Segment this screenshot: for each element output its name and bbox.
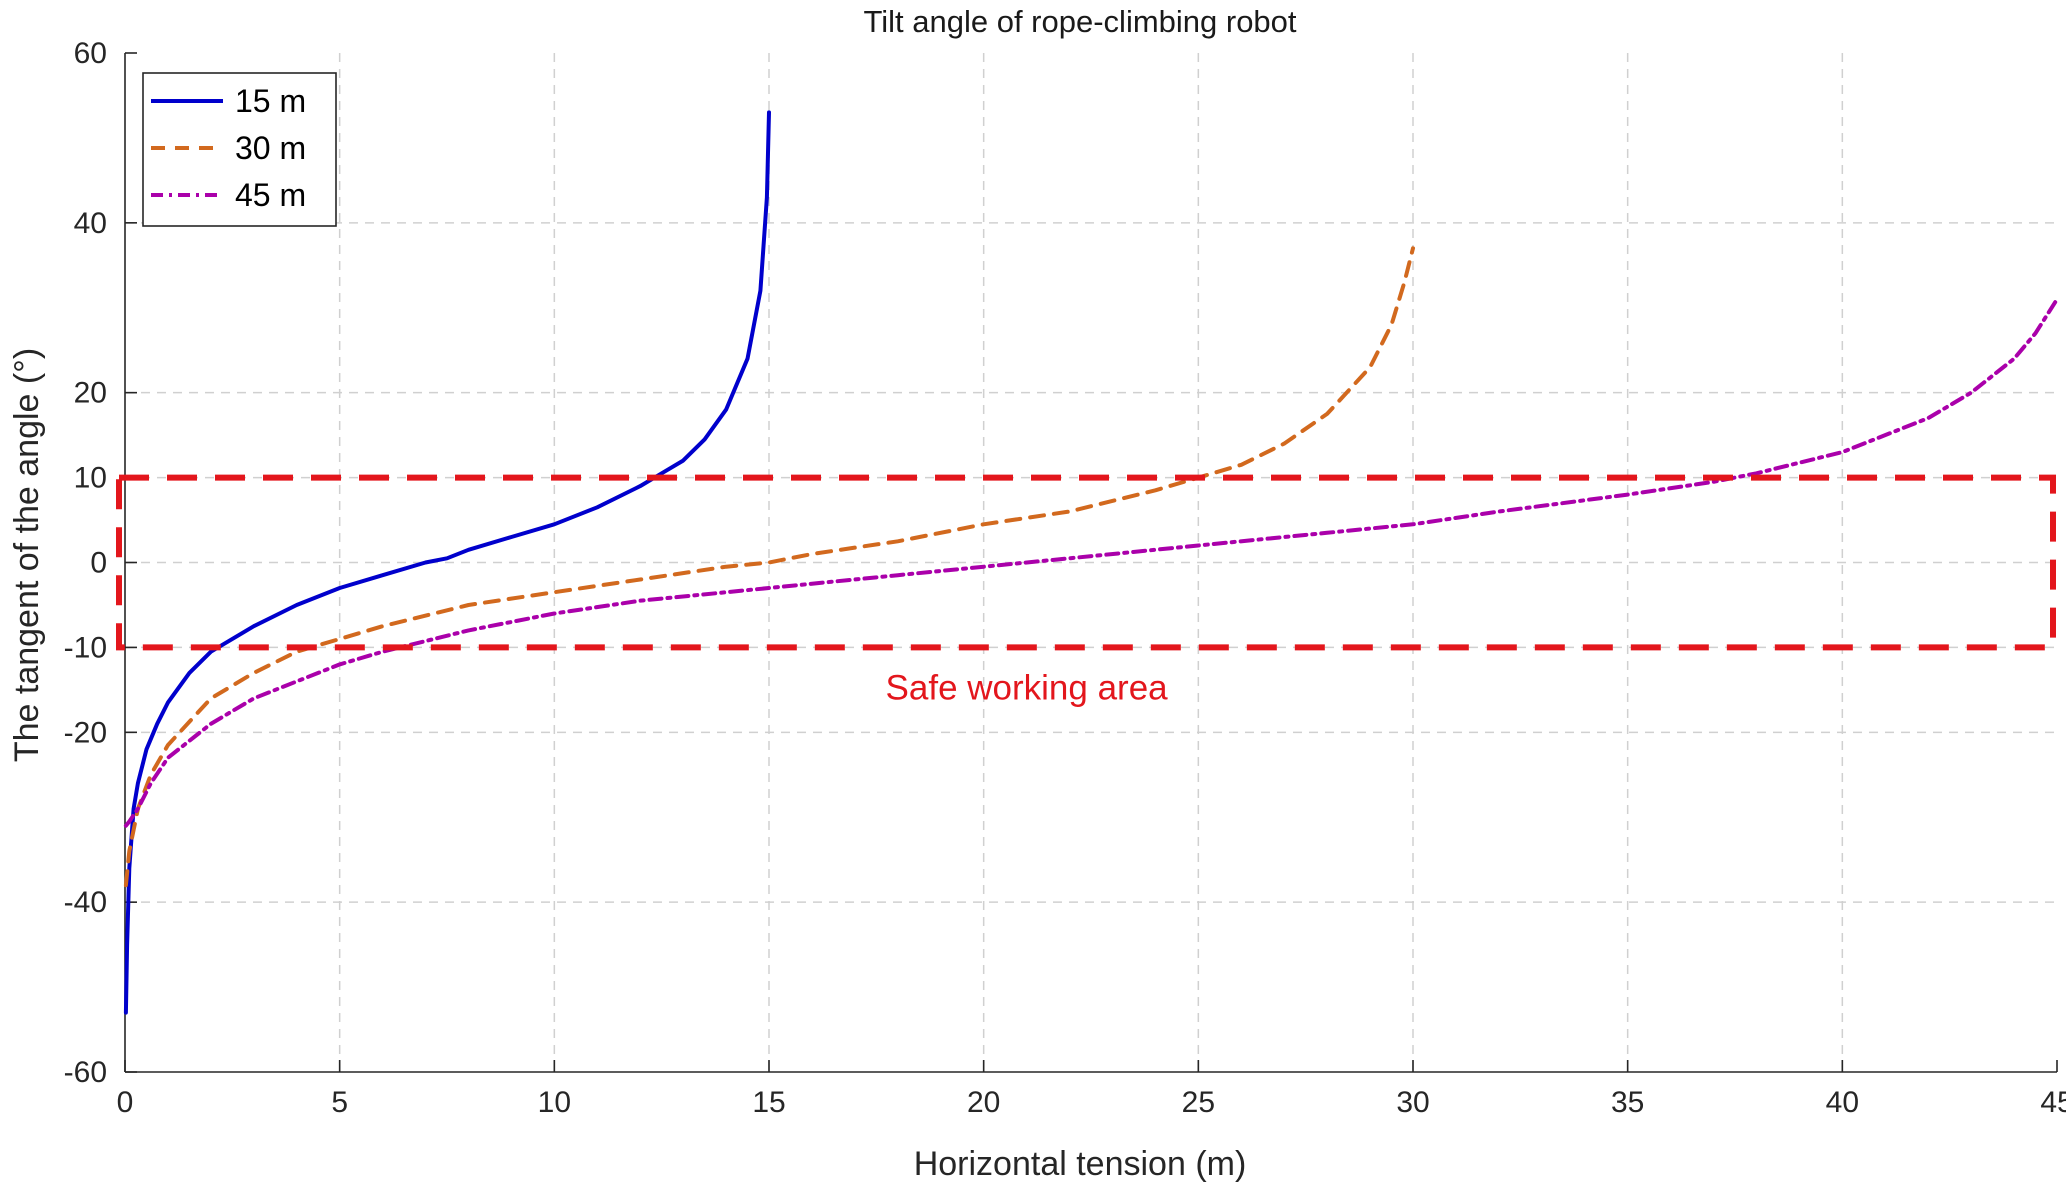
grid-layer: [125, 53, 2057, 1072]
tick-layer: 0 5 10 15 20 25 30 35 40 45 -60 -40 -20 -10 0 10 20 40 60: [64, 37, 2066, 1119]
y-tick-label: -20: [64, 716, 107, 749]
x-tick-label: 45: [2040, 1086, 2066, 1119]
safe-working-area-box: [116, 474, 2056, 651]
y-tick-label: 0: [90, 547, 107, 580]
y-tick-label: -60: [64, 1056, 107, 1089]
chart-title: Tilt angle of rope-climbing robot: [863, 4, 1296, 39]
x-tick-label: 35: [1611, 1086, 1644, 1119]
y-axis-label: The tangent of the angle (°): [8, 348, 46, 762]
x-tick-label: 30: [1396, 1086, 1429, 1119]
y-tick-label: 60: [74, 37, 107, 70]
series-line-15-m: [123, 110, 771, 1015]
x-axis-label: Horizontal tension (m): [914, 1145, 1247, 1183]
x-tick-label: 25: [1182, 1086, 1215, 1119]
y-tick-label: -10: [64, 631, 107, 664]
x-tick-label: 40: [1826, 1086, 1859, 1119]
series-line-30-m: [123, 246, 1415, 888]
x-tick-label: 5: [331, 1086, 348, 1119]
y-tick-label: 20: [74, 377, 107, 410]
legend-label-15-m: 15 m: [235, 83, 306, 119]
legend: 15 m 30 m 45 m: [142, 72, 337, 227]
y-tick-label: 40: [74, 207, 107, 240]
safe-working-area-label: Safe working area: [886, 668, 1169, 707]
x-tick-label: 20: [967, 1086, 1000, 1119]
annotation-layer: Safe working area: [116, 474, 2056, 707]
x-tick-label: 10: [538, 1086, 571, 1119]
y-tick-label: -40: [64, 886, 107, 919]
series-line-45-m: [123, 297, 2059, 828]
legend-label-45-m: 45 m: [235, 177, 306, 213]
series-layer: [123, 110, 2059, 1015]
x-tick-label: 15: [752, 1086, 785, 1119]
legend-label-30-m: 30 m: [235, 130, 306, 166]
x-tick-label: 0: [117, 1086, 134, 1119]
y-tick-label: 10: [74, 462, 107, 495]
